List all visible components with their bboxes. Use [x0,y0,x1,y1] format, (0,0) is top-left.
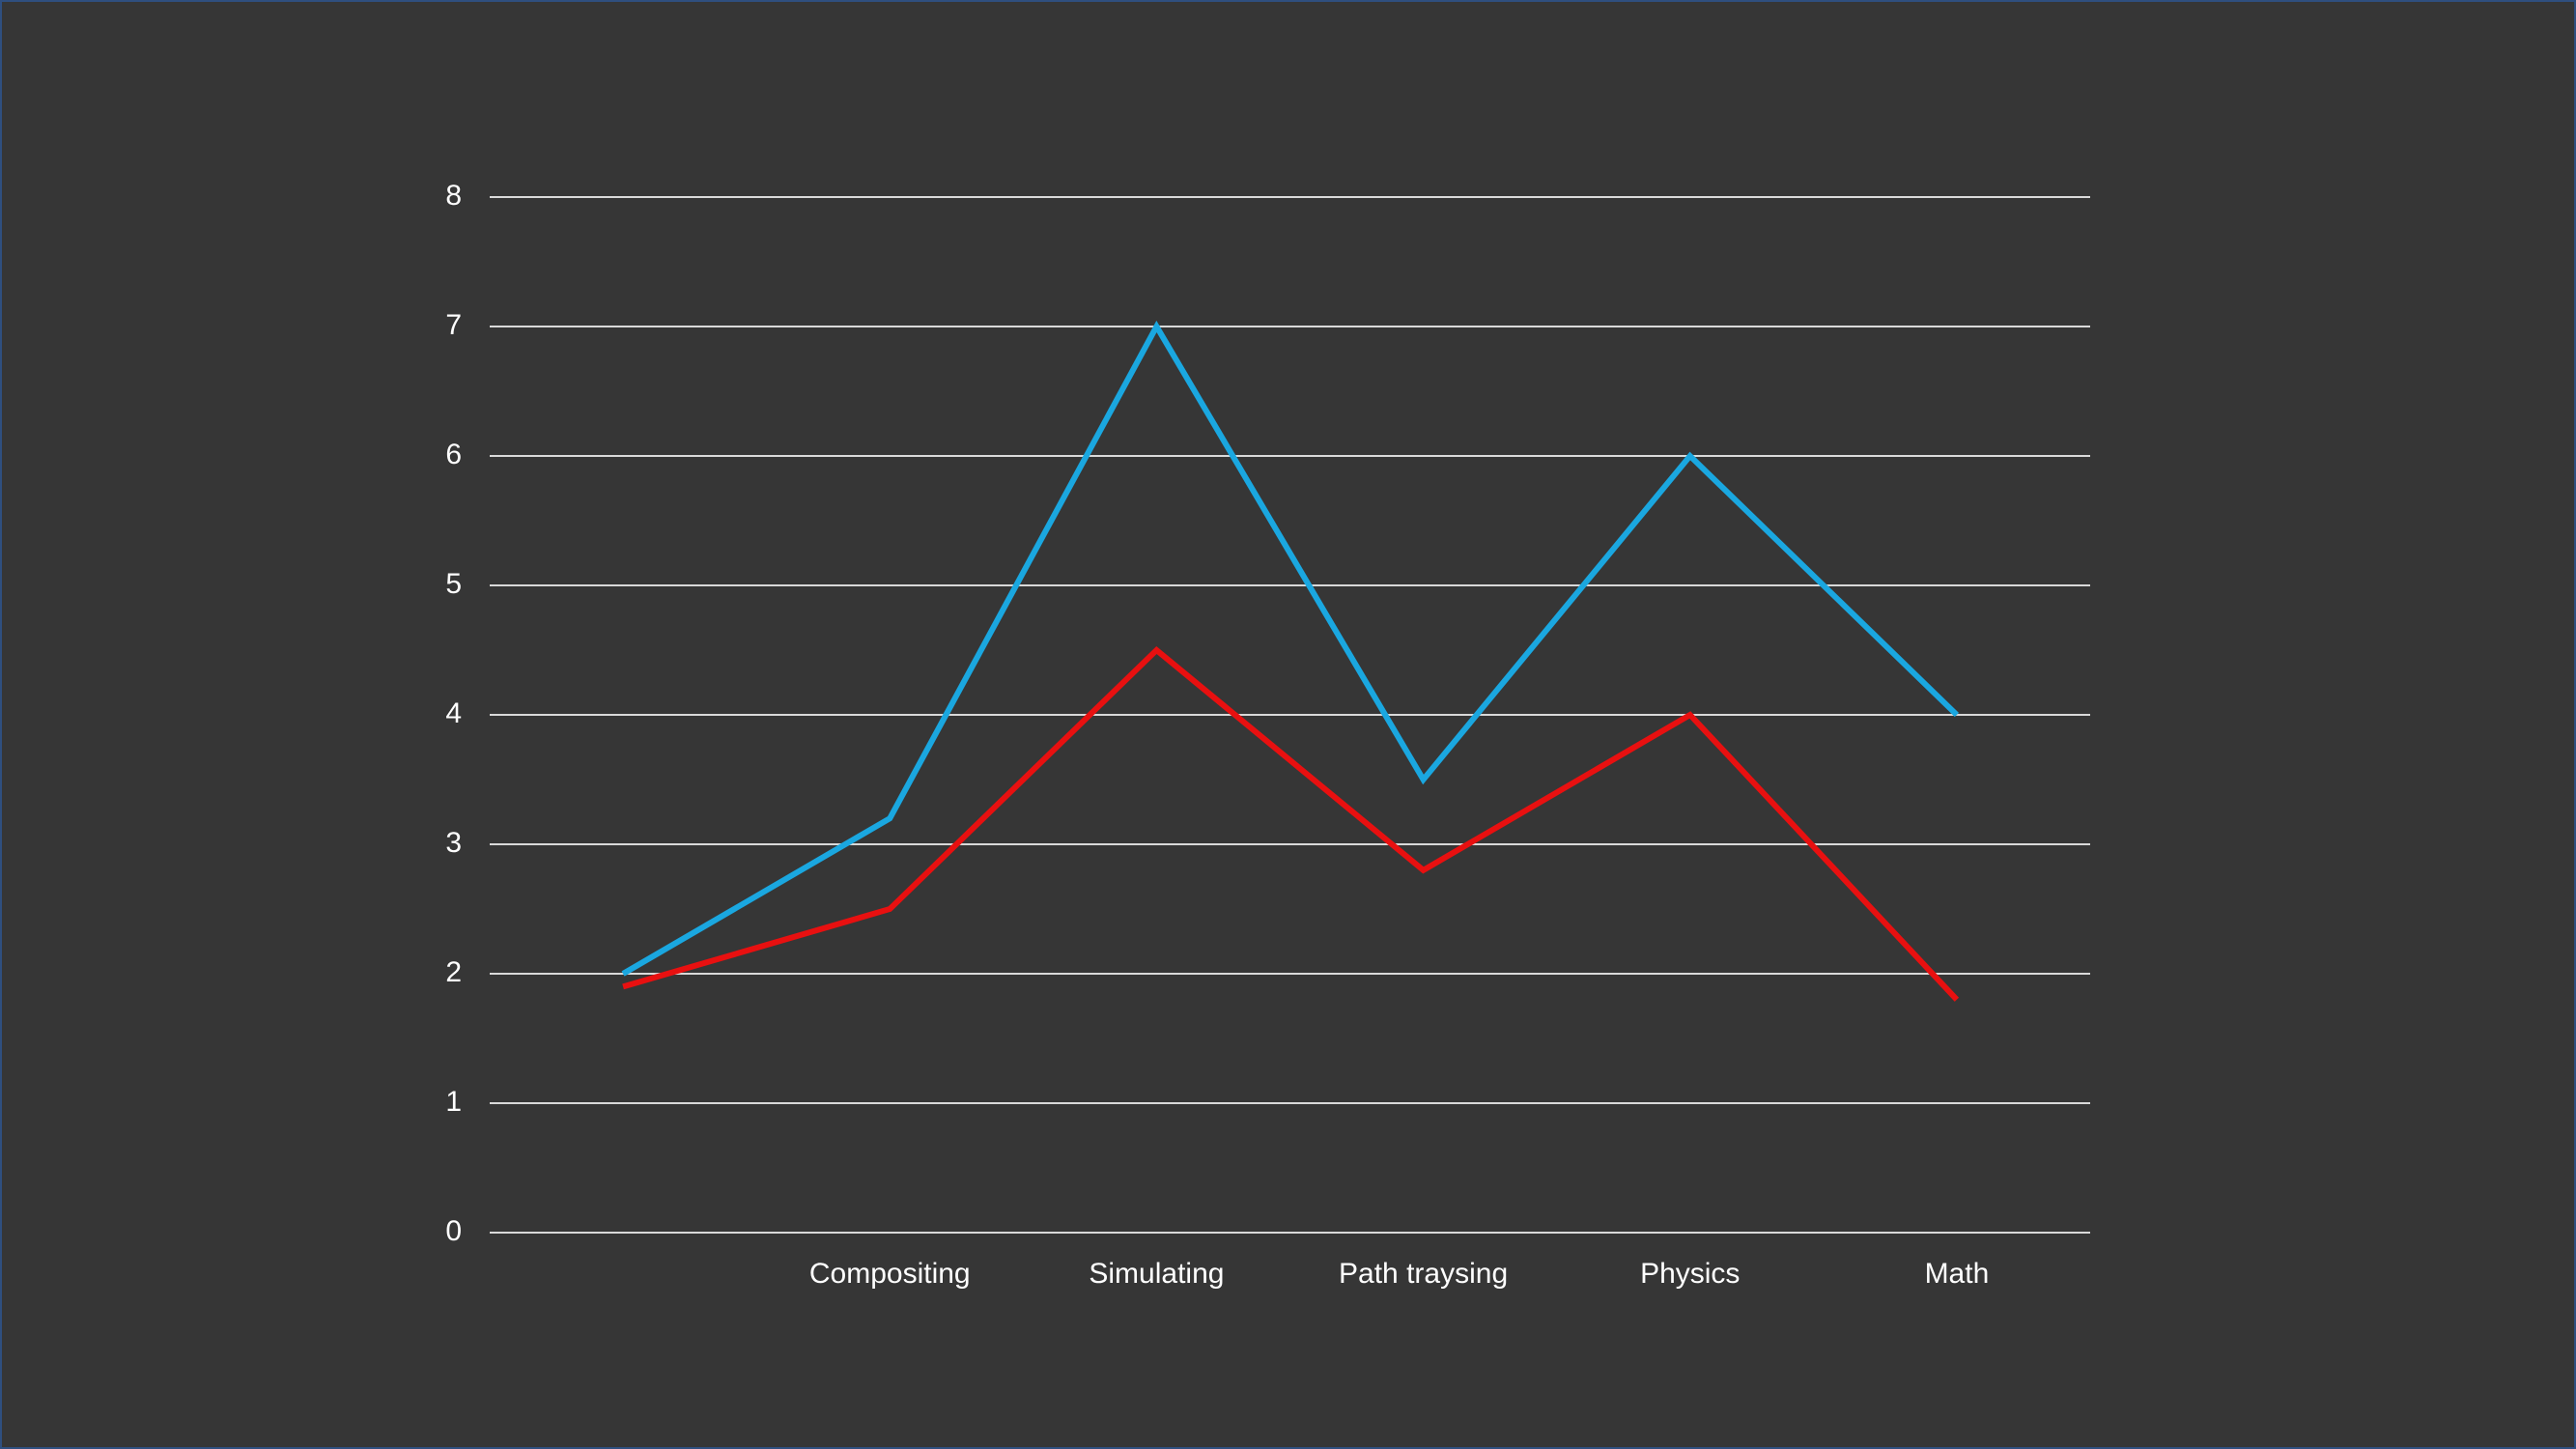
y-tick-label: 6 [445,439,462,470]
x-tick-label: Math [1925,1258,1990,1290]
x-tick-label: Physics [1640,1258,1740,1290]
series-line [622,645,1960,1002]
y-tick-label: 4 [445,697,462,729]
y-tick-label: 8 [445,180,462,212]
y-tick-label: 0 [445,1215,462,1247]
x-tick-label: Compositing [809,1258,971,1290]
series-line [621,320,1960,977]
x-tick-label: Simulating [1089,1258,1224,1290]
y-tick-label: 3 [445,827,462,859]
y-tick-label: 5 [445,568,462,600]
y-tick-label: 2 [445,956,462,988]
x-tick-label: Path traysing [1339,1258,1508,1290]
y-tick-label: 1 [445,1086,462,1118]
y-tick-label: 7 [445,309,462,341]
